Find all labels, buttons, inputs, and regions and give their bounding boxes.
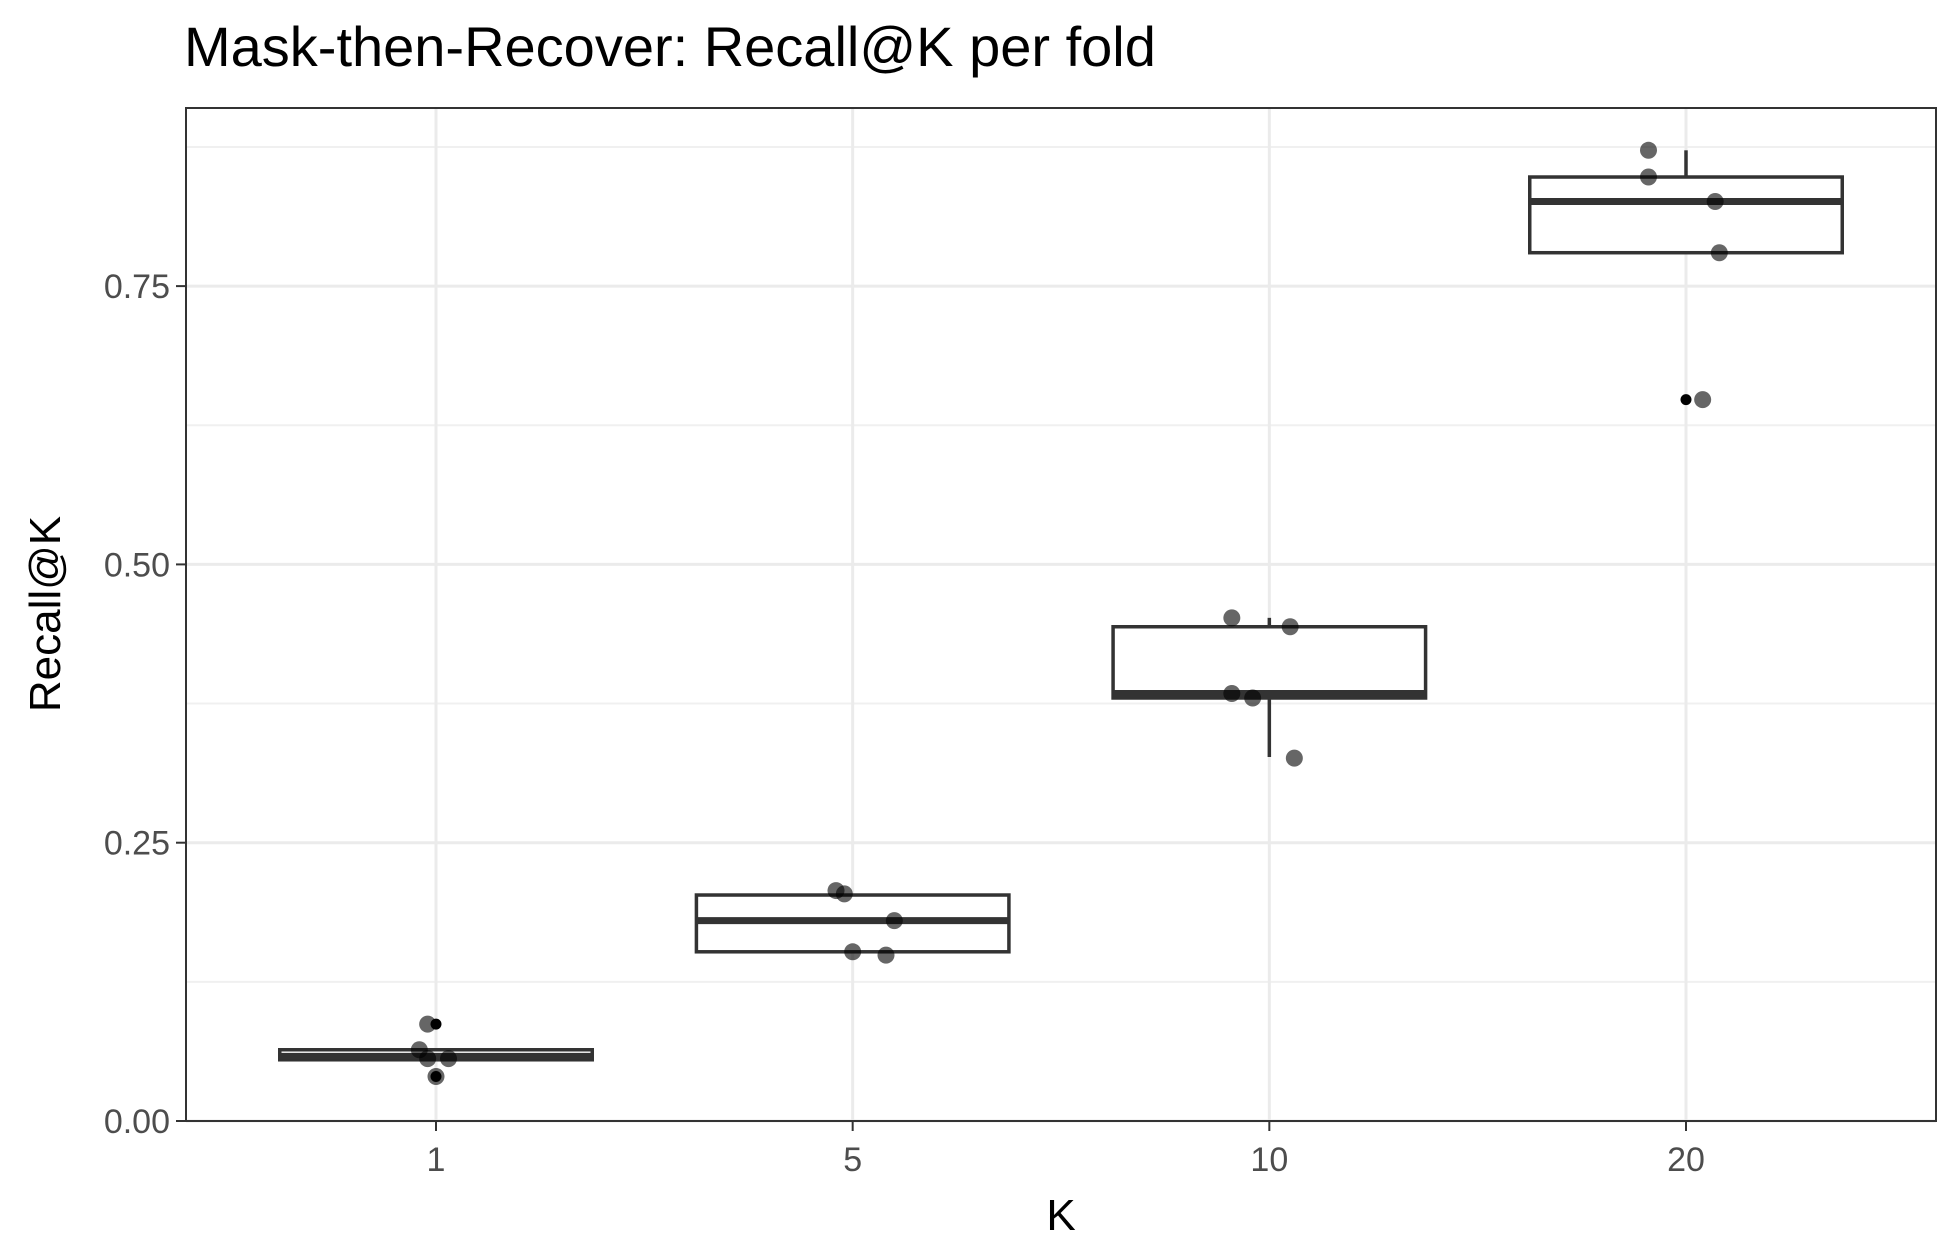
y-axis-title: Recall@K: [21, 516, 70, 712]
data-point: [1640, 168, 1657, 186]
y-tick-label: 0.25: [104, 825, 170, 863]
x-tick-label: 20: [1667, 1141, 1705, 1179]
data-point: [1640, 141, 1657, 159]
data-point: [1706, 193, 1724, 211]
outlier-point: [1680, 394, 1692, 406]
plot-panel-border: [185, 107, 1937, 1122]
x-tick-label: 10: [1250, 1141, 1288, 1179]
y-axis: 0.00 0.25 0.50 0.75: [104, 268, 186, 1141]
x-axis-title: K: [1046, 1191, 1075, 1240]
boxes-layer: [278, 150, 1844, 1062]
box-10: [1111, 617, 1428, 757]
y-tick-label: 0.00: [104, 1103, 170, 1141]
y-tick-label: 0.50: [104, 546, 170, 584]
data-point: [1710, 244, 1728, 262]
box-body: [1528, 175, 1844, 255]
data-point: [419, 1050, 437, 1068]
data-point: [885, 912, 903, 930]
box-5: [694, 893, 1011, 954]
data-point: [1223, 609, 1241, 627]
data-point: [1694, 391, 1712, 409]
box-body: [1111, 624, 1428, 700]
data-point: [1223, 685, 1241, 703]
data-point: [1281, 618, 1299, 636]
grid-minor: [186, 145, 1936, 983]
y-tick-label: 0.75: [104, 268, 170, 306]
data-point: [1285, 749, 1303, 767]
points-layer: [410, 141, 1728, 1085]
plot-panel: [186, 108, 1936, 1121]
x-tick-label: 1: [427, 1141, 446, 1179]
data-point: [877, 946, 895, 964]
box-20: [1528, 150, 1844, 255]
x-tick-label: 5: [843, 1141, 862, 1179]
chart-title: Mask-then-Recover: Recall@K per fold: [184, 15, 1156, 78]
data-point: [1244, 689, 1262, 707]
data-point: [835, 885, 853, 903]
data-point: [440, 1050, 457, 1068]
data-point: [844, 943, 862, 961]
data-point: [427, 1067, 445, 1085]
data-point: [419, 1015, 437, 1033]
x-axis: 1 5 10 20: [427, 1121, 1705, 1179]
